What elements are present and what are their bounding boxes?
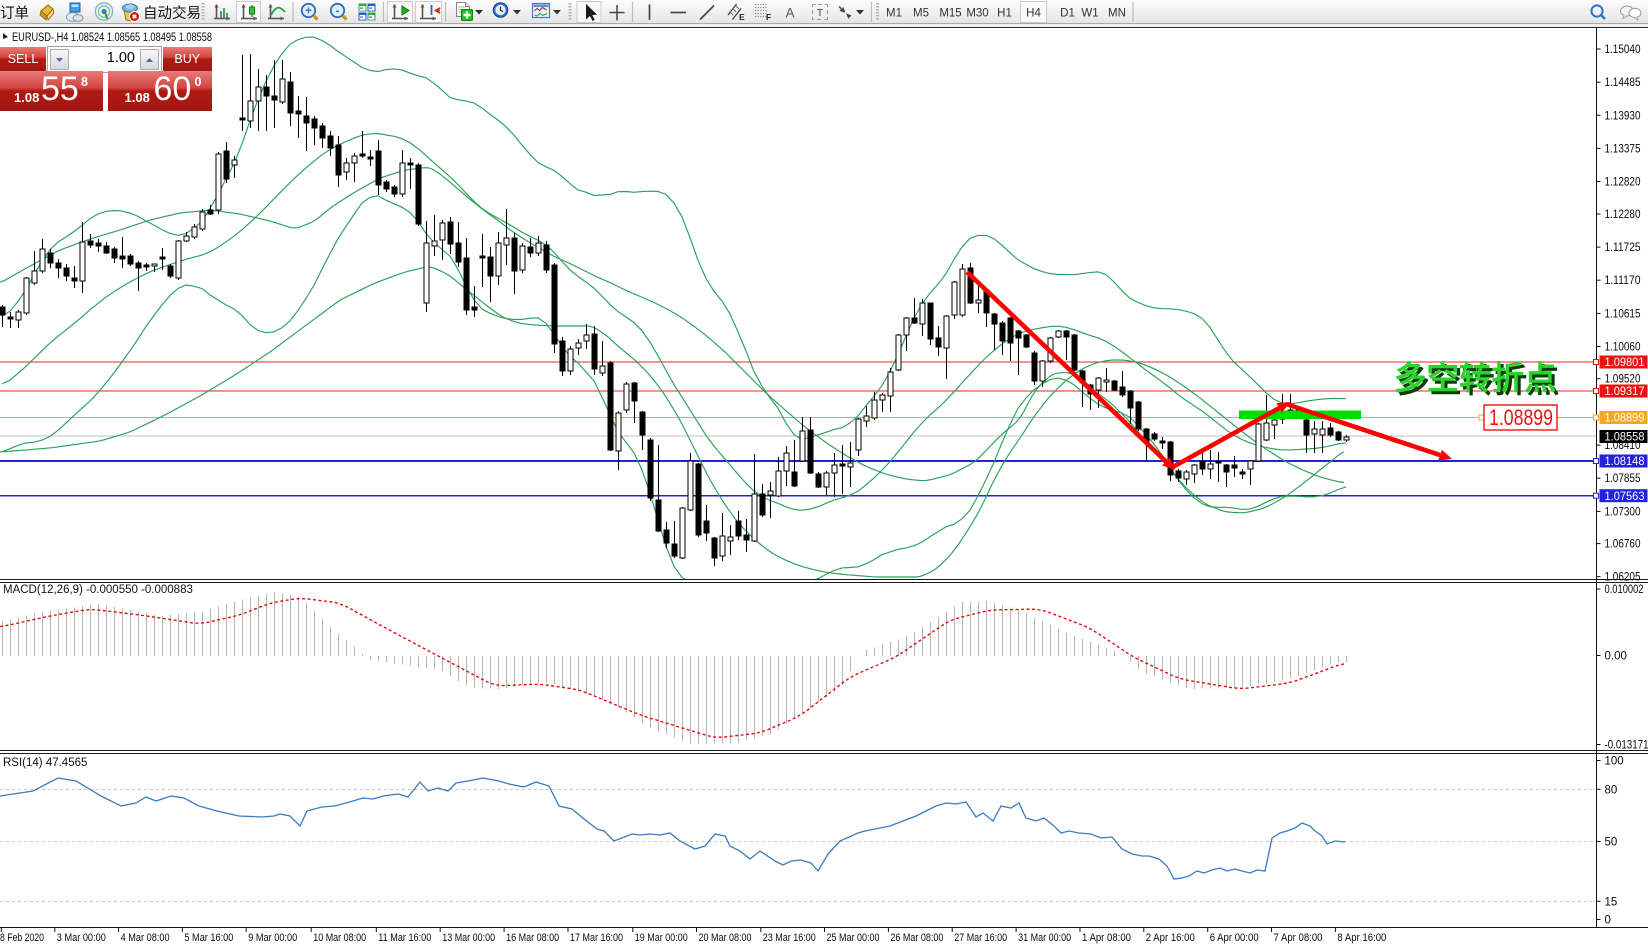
svg-text:1.10060: 1.10060	[1605, 342, 1641, 354]
svg-text:1.13930: 1.13930	[1605, 110, 1641, 122]
svg-text:自动交易: 自动交易	[143, 4, 201, 22]
svg-text:多空转折点: 多空转折点	[1394, 360, 1557, 396]
svg-text:M15: M15	[939, 8, 961, 20]
svg-text:1.09801: 1.09801	[1605, 357, 1645, 369]
svg-text:0.00: 0.00	[1605, 651, 1627, 663]
svg-text:M1: M1	[886, 8, 902, 20]
svg-text:27 Mar 16:00: 27 Mar 16:00	[954, 932, 1007, 944]
svg-text:1.11725: 1.11725	[1605, 242, 1641, 254]
svg-text:13 Mar 00:00: 13 Mar 00:00	[442, 932, 495, 944]
svg-text:1.06760: 1.06760	[1605, 539, 1641, 551]
svg-text:8 Feb 2020: 8 Feb 2020	[0, 932, 44, 944]
svg-text:4 Mar 08:00: 4 Mar 08:00	[121, 932, 170, 944]
svg-text:0: 0	[1605, 915, 1611, 927]
svg-text:6 Apr 00:00: 6 Apr 00:00	[1210, 932, 1259, 944]
svg-text:11 Mar 16:00: 11 Mar 16:00	[378, 932, 431, 944]
svg-text:80: 80	[1605, 784, 1618, 796]
svg-text:1.08410: 1.08410	[1605, 440, 1641, 452]
svg-text:1.09520: 1.09520	[1605, 374, 1641, 386]
svg-text:10 Mar 08:00: 10 Mar 08:00	[313, 932, 366, 944]
svg-text:订单: 订单	[0, 5, 29, 22]
svg-text:23 Mar 16:00: 23 Mar 16:00	[763, 932, 816, 944]
svg-text:H4: H4	[1026, 8, 1041, 20]
svg-text:1.06205: 1.06205	[1605, 572, 1641, 584]
svg-text:0.010002: 0.010002	[1605, 584, 1644, 596]
svg-text:8 Apr 16:00: 8 Apr 16:00	[1337, 932, 1386, 944]
svg-text:1.07855: 1.07855	[1605, 473, 1641, 485]
svg-text:A: A	[785, 6, 794, 21]
svg-text:1.14485: 1.14485	[1605, 77, 1641, 89]
svg-text:RSI(14) 47.4565: RSI(14) 47.4565	[3, 757, 87, 769]
svg-text:7 Apr 08:00: 7 Apr 08:00	[1274, 932, 1323, 944]
svg-text:1.10615: 1.10615	[1605, 308, 1641, 320]
svg-text:17 Mar 16:00: 17 Mar 16:00	[570, 932, 623, 944]
svg-text:50: 50	[1605, 837, 1618, 849]
svg-text:9 Mar 00:00: 9 Mar 00:00	[248, 932, 297, 944]
svg-text:MN: MN	[1108, 8, 1126, 20]
svg-text:W1: W1	[1081, 8, 1098, 20]
svg-text:-0.013171: -0.013171	[1605, 740, 1648, 752]
svg-text:1.12280: 1.12280	[1605, 209, 1641, 221]
svg-text:1.08148: 1.08148	[1605, 456, 1645, 468]
svg-text:15: 15	[1605, 896, 1618, 908]
svg-text:1.08899: 1.08899	[1489, 405, 1553, 430]
svg-text:1.09317: 1.09317	[1605, 386, 1645, 398]
svg-text:1 Apr 08:00: 1 Apr 08:00	[1082, 932, 1131, 944]
svg-text:E: E	[739, 12, 745, 22]
svg-text:20 Mar 08:00: 20 Mar 08:00	[699, 932, 752, 944]
svg-text:2 Apr 16:00: 2 Apr 16:00	[1146, 932, 1195, 944]
svg-text:-: -	[336, 4, 340, 18]
svg-text:26 Mar 08:00: 26 Mar 08:00	[890, 932, 943, 944]
svg-text:1.07300: 1.07300	[1605, 506, 1641, 518]
svg-text:1.08558: 1.08558	[1605, 432, 1645, 444]
svg-text:+: +	[305, 4, 312, 18]
svg-text:16 Mar 08:00: 16 Mar 08:00	[506, 932, 559, 944]
svg-text:1.08899: 1.08899	[1605, 413, 1645, 425]
svg-text:H1: H1	[997, 8, 1012, 20]
svg-text:T: T	[817, 7, 824, 19]
svg-text:1.07563: 1.07563	[1605, 491, 1645, 503]
svg-text:1.13375: 1.13375	[1605, 143, 1641, 155]
svg-text:100: 100	[1605, 756, 1624, 768]
svg-text:F: F	[766, 12, 771, 22]
svg-text:25 Mar 00:00: 25 Mar 00:00	[827, 932, 880, 944]
svg-text:31 Mar 00:00: 31 Mar 00:00	[1018, 932, 1071, 944]
svg-text:19 Mar 00:00: 19 Mar 00:00	[635, 932, 688, 944]
svg-text:EURUSD-,H4 1.08524 1.08565 1.: EURUSD-,H4 1.08524 1.08565 1.08495 1.085…	[12, 32, 212, 44]
svg-text:5 Mar 16:00: 5 Mar 16:00	[184, 932, 233, 944]
svg-text:1.15040: 1.15040	[1605, 44, 1641, 56]
svg-text:M30: M30	[966, 8, 988, 20]
svg-text:D1: D1	[1060, 8, 1075, 20]
svg-text:MACD(12,26,9) -0.000550 -0.000: MACD(12,26,9) -0.000550 -0.000883	[3, 584, 193, 596]
svg-text:1.11170: 1.11170	[1605, 275, 1641, 287]
svg-text:M5: M5	[913, 8, 929, 20]
svg-text:1.12820: 1.12820	[1605, 177, 1641, 189]
svg-text:3 Mar 00:00: 3 Mar 00:00	[57, 932, 106, 944]
